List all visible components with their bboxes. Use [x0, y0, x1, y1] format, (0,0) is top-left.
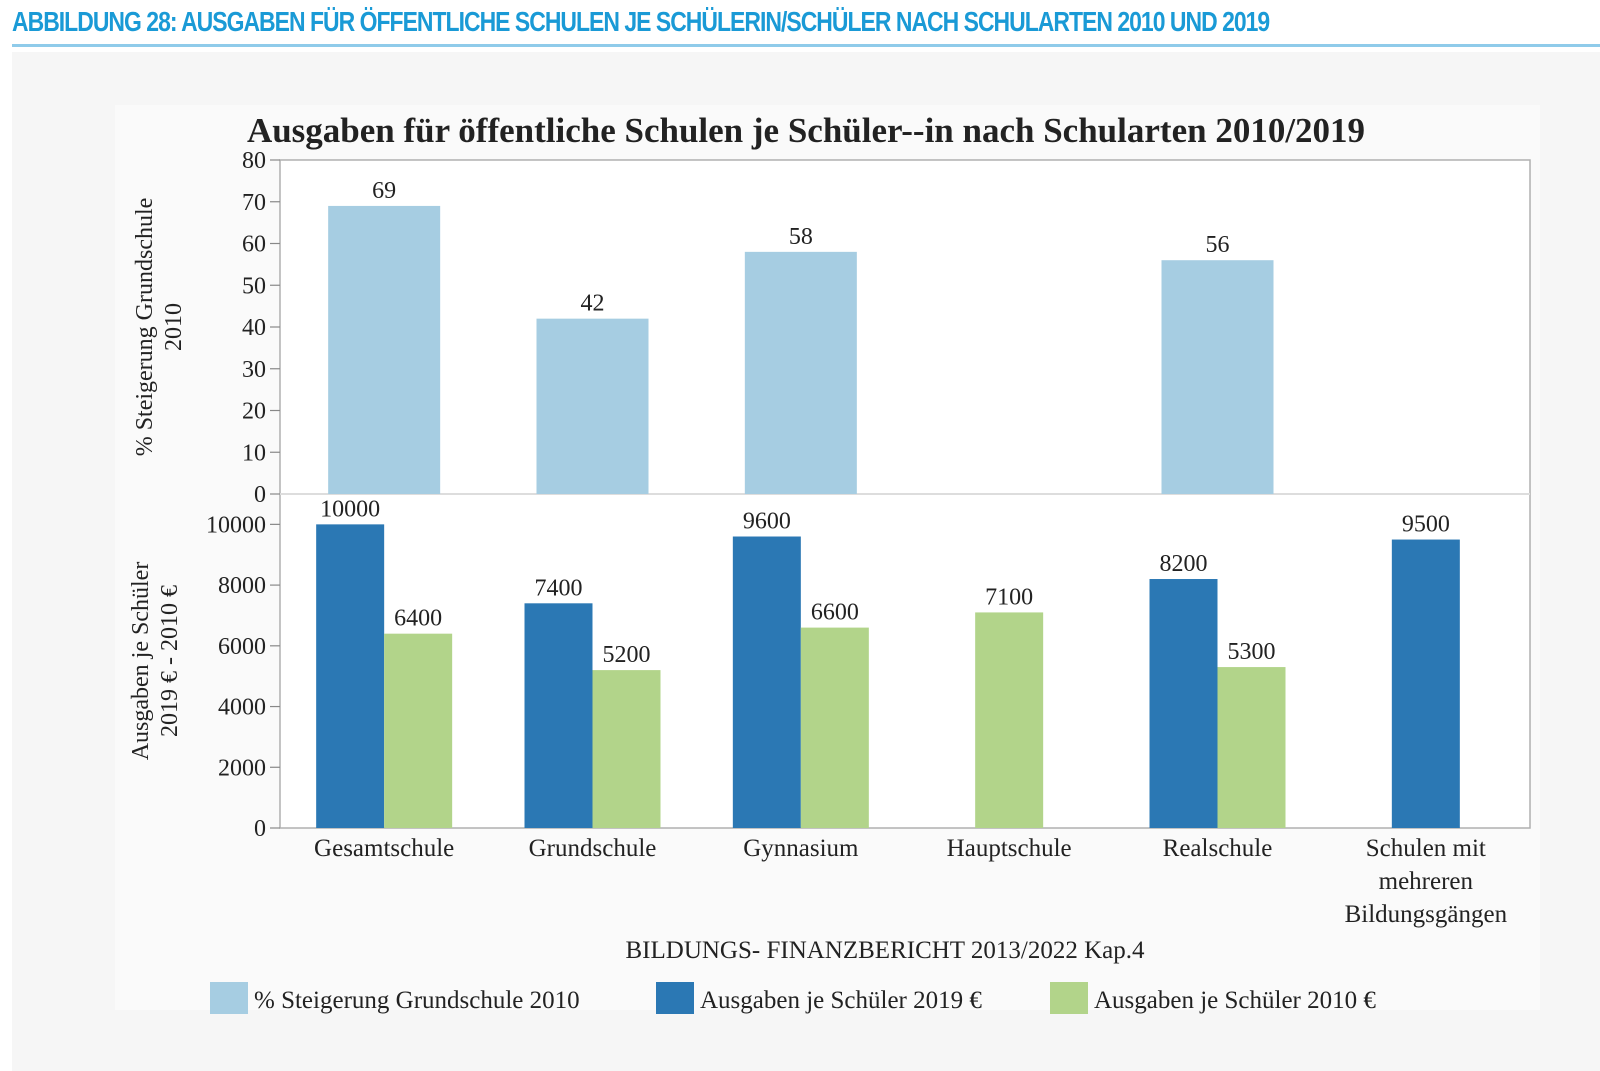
chart-title: Ausgaben für öffentliche Schulen je Schü… — [247, 111, 1365, 150]
y-axis-label-line: Ausgaben je Schüler — [128, 562, 154, 761]
bar — [800, 627, 869, 828]
data-label: 42 — [581, 291, 605, 317]
y-tick-label: 6000 — [218, 634, 266, 660]
bar — [732, 536, 801, 828]
x-tick-label-line: Gesamtschule — [314, 835, 454, 862]
x-tick-label: Realschule — [1163, 835, 1273, 862]
data-label: 7400 — [535, 575, 583, 601]
data-label: 5200 — [603, 642, 651, 668]
data-label: 9600 — [743, 509, 791, 535]
x-tick-label-line: Schulen mit — [1366, 835, 1486, 862]
y-axis-label-line: 2019 € - 2010 € — [157, 585, 183, 737]
bar — [328, 205, 441, 495]
x-tick-label-line: Gynnasium — [743, 835, 859, 862]
y-tick-label: 8000 — [218, 573, 266, 599]
bar — [384, 633, 453, 828]
data-label: 6600 — [811, 600, 859, 626]
bar — [524, 603, 593, 828]
figure-heading: ABBILDUNG 28: AUSGABEN FÜR ÖFFENTLICHE S… — [12, 6, 1270, 37]
bar — [1149, 579, 1218, 828]
legend-label: Ausgaben je Schüler 2010 € — [1094, 987, 1376, 1014]
bar — [1161, 260, 1274, 494]
y-axis-label-line: 2010 — [161, 303, 187, 351]
y-axis-label: % Steigerung Grundschule 2010 — [132, 198, 187, 457]
chart-source: BILDUNGS- FINANZBERICHT 2013/2022 Kap.4 — [626, 937, 1145, 964]
bar — [975, 612, 1044, 828]
data-label: 10000 — [320, 496, 380, 522]
x-tick-label: Gesamtschule — [314, 835, 454, 862]
data-label: 5300 — [1228, 639, 1276, 665]
y-tick-label: 0 — [254, 482, 266, 508]
plot-group: 0 10 20 30 40 50 60 70 80 % Steigerung Grundschul… — [128, 148, 1531, 928]
bar — [744, 251, 857, 494]
x-tick-label: Schulen mit mehreren Bildungsgängen — [1345, 835, 1508, 928]
data-label: 69 — [372, 178, 396, 204]
x-tick-label-line: mehreren — [1379, 868, 1474, 895]
x-tick-label: Grundschule — [529, 835, 657, 862]
y-tick-label: 10 — [242, 440, 266, 466]
legend: % Steigerung Grundschule 2010 Ausgaben je… — [210, 982, 1376, 1014]
legend-swatch — [1050, 982, 1088, 1014]
x-tick-label-line: Realschule — [1163, 835, 1273, 862]
legend-swatch — [210, 982, 248, 1014]
x-tick-label-line: Grundschule — [529, 835, 657, 862]
y-tick-label: 80 — [242, 148, 266, 174]
data-label: 9500 — [1402, 512, 1450, 538]
x-tick-label: Hauptschule — [947, 835, 1072, 862]
data-label: 58 — [789, 224, 813, 250]
legend-label: Ausgaben je Schüler 2019 € — [700, 987, 982, 1014]
data-label: 8200 — [1160, 551, 1208, 577]
x-tick-label: Gynnasium — [743, 835, 859, 862]
bar — [316, 524, 385, 828]
bar — [1391, 539, 1460, 828]
y-tick-label: 50 — [242, 273, 266, 299]
y-tick-label: 20 — [242, 399, 266, 425]
bar — [536, 318, 649, 494]
y-axis-label-line: % Steigerung Grundschule — [132, 198, 158, 457]
y-axis-label: Ausgaben je Schüler 2019 € - 2010 € — [128, 562, 183, 761]
y-tick-label: 70 — [242, 190, 266, 216]
y-tick-label: 0 — [254, 816, 266, 842]
y-tick-label: 60 — [242, 232, 266, 258]
y-tick-label: 4000 — [218, 695, 266, 721]
heading-rule — [12, 44, 1600, 47]
data-label: 7100 — [985, 584, 1033, 610]
y-tick-label: 2000 — [218, 755, 266, 781]
bar — [592, 670, 661, 828]
legend-swatch — [656, 982, 694, 1014]
bar — [1217, 667, 1286, 828]
x-tick-label-line: Hauptschule — [947, 835, 1072, 862]
y-tick-label: 10000 — [206, 512, 266, 538]
legend-label: % Steigerung Grundschule 2010 — [254, 987, 580, 1014]
y-tick-label: 40 — [242, 315, 266, 341]
y-tick-label: 30 — [242, 357, 266, 383]
x-tick-label-line: Bildungsgängen — [1345, 901, 1508, 928]
data-label: 56 — [1206, 232, 1230, 258]
data-label: 6400 — [394, 606, 442, 632]
